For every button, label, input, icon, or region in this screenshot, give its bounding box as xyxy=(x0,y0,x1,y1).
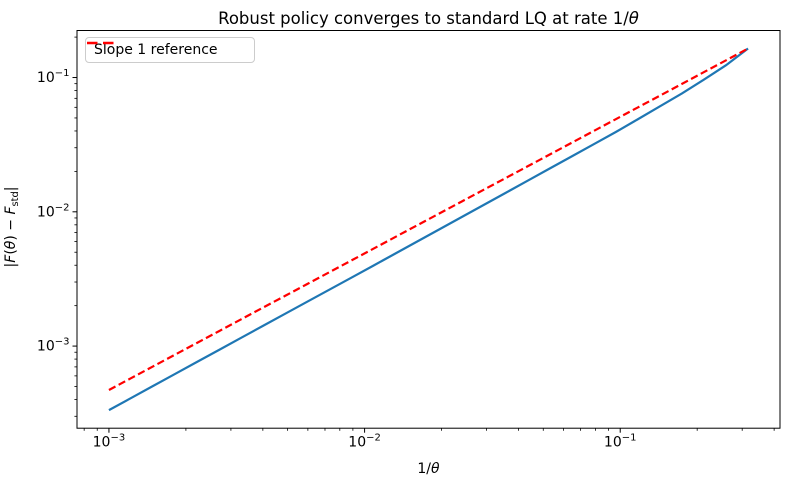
title-text: Robust policy converges to standard LQ a… xyxy=(218,9,629,28)
series-line-slope1-reference xyxy=(108,47,749,391)
axis-tick-labels: 10−3 10−2 10−1 10−1 10−2 10−3 xyxy=(37,68,637,451)
chart-title-text: Robust policy converges to standard LQ a… xyxy=(218,9,639,28)
legend-line-sample xyxy=(87,41,118,45)
y-tick-label: 10−1 xyxy=(37,68,70,86)
plot-series xyxy=(108,47,749,412)
legend-label: Slope 1 reference xyxy=(94,42,218,58)
x-tick-label: 10−2 xyxy=(348,433,381,451)
x-tick-label: 10−1 xyxy=(604,433,637,451)
plot-frame xyxy=(76,30,781,429)
y-axis-label: |F(θ) − Fstd| xyxy=(3,187,21,268)
axes-spines xyxy=(76,30,781,429)
x-tick-label: 10−3 xyxy=(93,433,126,451)
series-line-gap xyxy=(108,47,749,412)
title-theta: θ xyxy=(628,9,639,28)
legend: Slope 1 reference xyxy=(85,37,255,63)
y-tick-label: 10−3 xyxy=(37,337,70,355)
chart-title: Robust policy converges to standard LQ a… xyxy=(77,9,780,31)
y-tick-label: 10−2 xyxy=(37,202,70,220)
x-axis-label: 1/θ xyxy=(417,461,440,477)
axis-labels: 1/θ |F(θ) − Fstd| xyxy=(3,187,440,477)
